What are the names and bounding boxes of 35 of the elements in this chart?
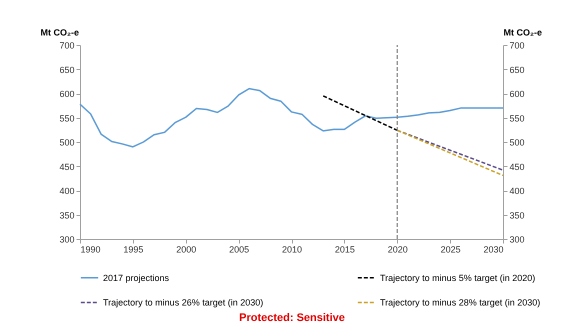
- y2-tick-label: 350: [510, 210, 525, 220]
- y2-tick-label: 650: [510, 64, 525, 75]
- y2-tick-label: 300: [510, 234, 525, 244]
- y2-tick-label: 600: [510, 89, 525, 99]
- x-tick-label: 2025: [440, 244, 461, 254]
- legend-label: Trajectory to minus 28% target (in 2030): [380, 298, 540, 308]
- legend-label: 2017 projections: [103, 272, 170, 283]
- legend-label: Trajectory to minus 26% target (in 2030): [103, 298, 264, 308]
- line-series: [79, 88, 504, 148]
- y2-tick-label: 500: [510, 138, 525, 148]
- text: Protected: Sensitive: [238, 312, 346, 324]
- y-tick-label: 500: [59, 138, 74, 148]
- y2-axis-title: Mt CO₂-e: [504, 28, 542, 38]
- x-tick-label: 2020: [388, 244, 408, 254]
- y-tick-label: 400: [59, 186, 74, 196]
- x-tick-label: 2015: [334, 244, 355, 254]
- x-tick-label: 2010: [282, 244, 302, 254]
- y2-tick-label: 400: [510, 186, 525, 196]
- x-tick-label: 2030: [483, 244, 504, 254]
- y-tick-label: 300: [59, 234, 74, 244]
- y-axis-title: Mt CO₂-e: [40, 28, 79, 38]
- x-tick-label: 1995: [123, 244, 144, 254]
- y-tick-label: 450: [59, 162, 74, 172]
- y-tick-label: 700: [59, 40, 74, 50]
- y-tick-label: 650: [59, 64, 74, 75]
- y2-tick-label: 450: [510, 162, 525, 172]
- y2-tick-label: 700: [510, 40, 525, 50]
- y-tick-label: 600: [59, 89, 74, 99]
- x-tick-label: 2000: [176, 244, 196, 254]
- y2-tick-label: 550: [510, 113, 525, 124]
- legend-label: Trajectory to minus 5% target (in 2020): [380, 272, 536, 283]
- x-tick-label: 1990: [80, 244, 101, 254]
- y-tick-label: 350: [59, 210, 74, 220]
- y-tick-label: 550: [59, 113, 74, 124]
- x-tick-label: 2005: [229, 244, 250, 254]
